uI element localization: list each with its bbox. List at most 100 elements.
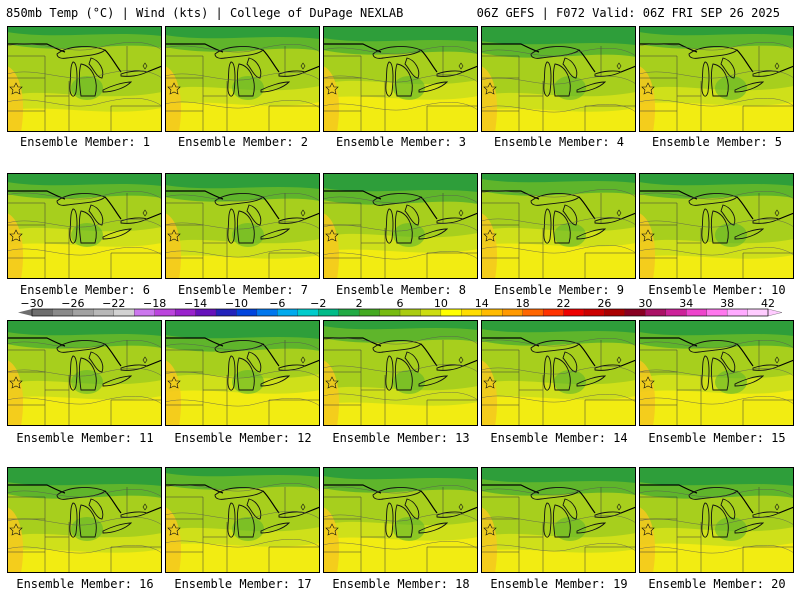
ensemble-map-panel	[481, 467, 636, 573]
colorbar-tick-label: −22	[102, 297, 125, 310]
colorbar-tick-label: −14	[184, 297, 207, 310]
colorbar-swatch	[726, 308, 749, 317]
colorbar-tick-label: 10	[434, 297, 448, 310]
ensemble-member-label: Ensemble Member: 1	[19, 135, 151, 149]
colorbar-tick-label: −30	[20, 297, 43, 310]
ensemble-map-panel	[481, 173, 636, 279]
ensemble-map-panel	[165, 320, 320, 426]
colorbar-swatch	[154, 308, 176, 317]
colorbar-tick-label: 6	[397, 297, 404, 310]
colorbar-swatch	[379, 308, 401, 317]
colorbar-tick-label: −18	[143, 297, 166, 310]
ensemble-member-label: Ensemble Member: 5	[651, 135, 783, 149]
ensemble-member-label: Ensemble Member: 12	[174, 431, 312, 445]
colorbar-swatch	[236, 308, 258, 317]
colorbar-swatch	[624, 308, 646, 317]
colorbar-swatch	[113, 308, 135, 317]
colorbar-swatch	[52, 308, 74, 317]
colorbar-swatch	[318, 308, 340, 317]
colorbar-swatch	[583, 308, 605, 317]
colorbar-swatch	[665, 308, 687, 317]
ensemble-member-label: Ensemble Member: 18	[332, 577, 470, 591]
ensemble-map-panel	[165, 173, 320, 279]
ensemble-member-label: Ensemble Member: 20	[648, 577, 786, 591]
ensemble-map-panel	[639, 467, 794, 573]
ensemble-member-label: Ensemble Member: 8	[335, 283, 467, 297]
colorbar-swatch	[277, 308, 299, 317]
ensemble-member-label: Ensemble Member: 4	[493, 135, 625, 149]
colorbar-swatch	[174, 308, 197, 317]
ensemble-map-panel	[323, 320, 478, 426]
colorbar-swatch	[31, 308, 53, 317]
colorbar-swatch	[440, 308, 462, 317]
colorbar-swatch	[256, 308, 278, 317]
colorbar-swatch	[563, 308, 585, 317]
ensemble-member-label: Ensemble Member: 14	[490, 431, 628, 445]
colorbar-left-arrow	[18, 309, 32, 316]
ensemble-map-panel	[323, 173, 478, 279]
colorbar-tick-label: −2	[310, 297, 326, 310]
colorbar-tick-label: 14	[475, 297, 489, 310]
ensemble-member-label: Ensemble Member: 9	[493, 283, 625, 297]
colorbar-tick-label: 22	[557, 297, 571, 310]
ensemble-member-label: Ensemble Member: 19	[490, 577, 628, 591]
colorbar-swatch	[522, 308, 544, 317]
colorbar-swatch	[747, 308, 769, 317]
colorbar-swatch	[706, 308, 728, 317]
colorbar-tick-label: 38	[720, 297, 734, 310]
colorbar-swatch	[645, 308, 667, 317]
colorbar-tick-label: 26	[597, 297, 611, 310]
ensemble-member-label: Ensemble Member: 17	[174, 577, 312, 591]
ensemble-map-panel	[7, 320, 162, 426]
colorbar-tick-label: 34	[679, 297, 693, 310]
colorbar-swatch	[542, 308, 565, 317]
ensemble-map-panel	[323, 467, 478, 573]
colorbar-swatch	[338, 308, 360, 317]
ensemble-map-panel	[639, 26, 794, 132]
colorbar-tick-label: 42	[761, 297, 775, 310]
ensemble-member-label: Ensemble Member: 7	[177, 283, 309, 297]
colorbar-swatch	[686, 308, 708, 317]
ensemble-map-panel	[7, 467, 162, 573]
header-valid-time: 06Z GEFS | F072 Valid: 06Z FRI SEP 26 20…	[476, 6, 780, 20]
header-title: 850mb Temp (°C) | Wind (kts) | College o…	[6, 6, 404, 20]
colorbar-tick-label: −6	[269, 297, 285, 310]
ensemble-member-label: Ensemble Member: 6	[19, 283, 151, 297]
ensemble-member-label: Ensemble Member: 3	[335, 135, 467, 149]
colorbar-swatch	[604, 308, 626, 317]
ensemble-map-panel	[7, 26, 162, 132]
ensemble-map-panel	[481, 26, 636, 132]
ensemble-member-label: Ensemble Member: 2	[177, 135, 309, 149]
ensemble-map-panel	[323, 26, 478, 132]
colorbar-swatch	[420, 308, 442, 317]
ensemble-member-label: Ensemble Member: 16	[16, 577, 154, 591]
ensemble-map-panel	[165, 26, 320, 132]
ensemble-member-label: Ensemble Member: 10	[648, 283, 786, 297]
ensemble-member-label: Ensemble Member: 13	[332, 431, 470, 445]
ensemble-member-label: Ensemble Member: 11	[16, 431, 154, 445]
colorbar: −30 −26 −22 −18 −14 −10 −6 −2 2 6 10 14 18 22 26 30 34 38…	[18, 297, 783, 317]
colorbar-swatch	[461, 308, 483, 317]
colorbar-tick-label: 30	[638, 297, 652, 310]
colorbar-tick-label: 18	[516, 297, 530, 310]
ensemble-map-panel	[165, 467, 320, 573]
ensemble-map-panel	[7, 173, 162, 279]
colorbar-swatch	[72, 308, 94, 317]
colorbar-tick-label: −10	[225, 297, 248, 310]
colorbar-swatch	[481, 308, 503, 317]
colorbar-tick-label: 2	[356, 297, 363, 310]
colorbar-swatch	[195, 308, 217, 317]
ensemble-map-panel	[639, 173, 794, 279]
colorbar-swatch	[297, 308, 319, 317]
colorbar-swatch	[502, 308, 524, 317]
colorbar-swatch	[399, 308, 421, 317]
colorbar-tick-label: −26	[61, 297, 84, 310]
colorbar-swatch	[134, 308, 156, 317]
colorbar-right-arrow	[767, 308, 783, 317]
ensemble-member-label: Ensemble Member: 15	[648, 431, 786, 445]
colorbar-swatch	[93, 308, 115, 317]
colorbar-swatch	[215, 308, 237, 317]
colorbar-swatch	[358, 308, 381, 317]
ensemble-map-panel	[639, 320, 794, 426]
ensemble-map-panel	[481, 320, 636, 426]
